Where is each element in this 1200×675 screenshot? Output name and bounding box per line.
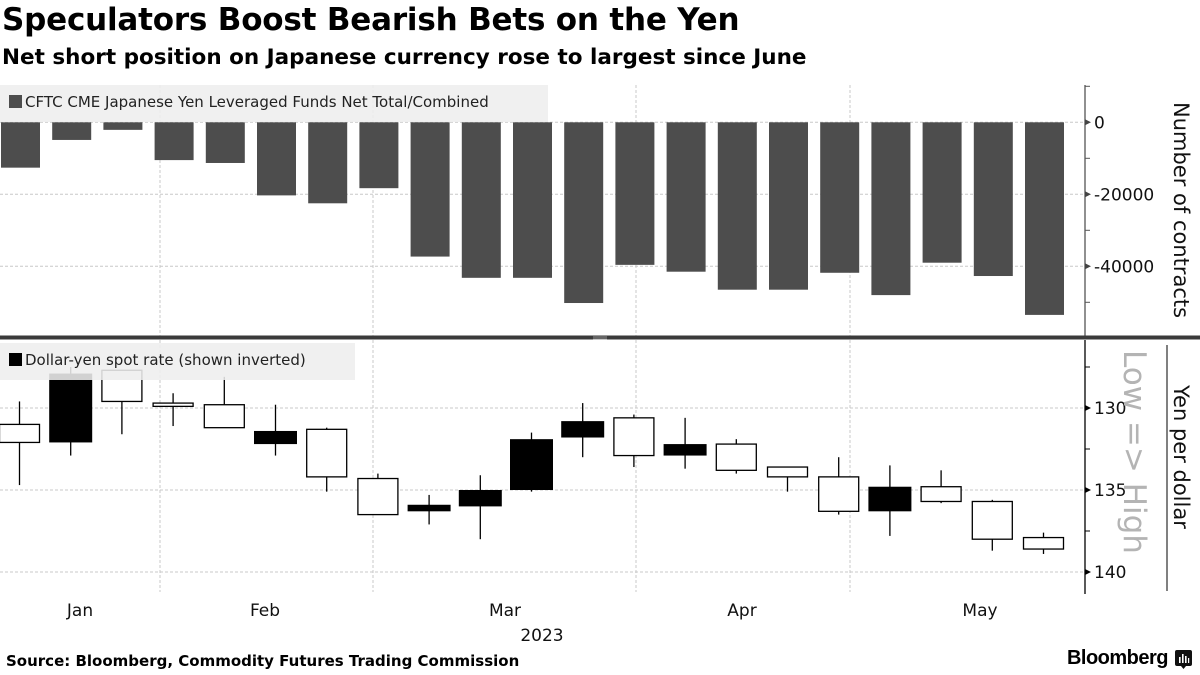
bar xyxy=(308,122,348,204)
bar xyxy=(359,122,399,189)
bar xyxy=(871,122,911,296)
x-axis-month-label: Mar xyxy=(489,601,521,621)
bar-legend-swatch xyxy=(9,95,22,108)
candle xyxy=(818,457,860,515)
x-axis-month-label: Jan xyxy=(66,601,93,621)
bar xyxy=(461,122,501,278)
bloomberg-logo: Bloomberg xyxy=(1066,647,1169,669)
candle-y-tick-label: 140 xyxy=(1094,563,1126,583)
bar xyxy=(103,122,143,130)
candle xyxy=(766,466,809,492)
candle xyxy=(203,376,245,429)
bar-legend: CFTC CME Japanese Yen Leveraged Funds Ne… xyxy=(0,85,548,122)
candle xyxy=(663,417,707,469)
bar xyxy=(154,122,194,161)
inverted-axis-annotation: Low => High xyxy=(1116,350,1152,554)
bar xyxy=(564,122,604,304)
bar xyxy=(615,122,655,265)
candle-legend-swatch xyxy=(9,353,22,366)
bar-legend-label: CFTC CME Japanese Yen Leveraged Funds Ne… xyxy=(25,93,489,111)
candle-y-tick-label: 130 xyxy=(1094,399,1126,419)
candle xyxy=(920,470,962,504)
bloomberg-terminal-icon xyxy=(1175,650,1192,669)
candle xyxy=(49,367,93,456)
bar xyxy=(52,122,92,140)
x-axis-month-label: Feb xyxy=(250,601,280,621)
candle xyxy=(613,414,655,468)
bar xyxy=(769,122,808,290)
axes: 0 -20000 -40000 130 135 140 Jan Feb Mar Apr May xyxy=(0,85,1200,621)
x-axis-year-label: 2023 xyxy=(520,626,563,646)
bar xyxy=(257,122,296,196)
candle-legend: Dollar-yen spot rate (shown inverted) xyxy=(0,343,355,380)
bar xyxy=(717,122,757,290)
bar-y-tick-label: -20000 xyxy=(1094,185,1154,205)
candle-axis-label: Yen per dollar xyxy=(1169,384,1193,529)
candle xyxy=(407,494,451,525)
candle xyxy=(458,475,502,540)
bar xyxy=(513,122,552,278)
candle-y-tick-label: 135 xyxy=(1094,481,1126,501)
bar xyxy=(922,122,962,263)
source-note: Source: Bloomberg, Commodity Futures Tra… xyxy=(6,652,520,670)
candle xyxy=(357,473,399,516)
chart-title: Speculators Boost Bearish Bets on the Ye… xyxy=(2,2,740,38)
candle xyxy=(254,404,297,456)
bar xyxy=(820,122,860,273)
candle xyxy=(868,465,912,536)
candle xyxy=(510,432,553,492)
candle xyxy=(1022,532,1065,554)
bar xyxy=(410,122,450,257)
candle xyxy=(152,393,194,427)
bar-series xyxy=(1,122,1064,315)
candle xyxy=(0,401,41,486)
bar xyxy=(666,122,706,272)
candle xyxy=(306,427,348,492)
x-axis-month-label: Apr xyxy=(727,601,756,621)
bar xyxy=(973,122,1013,277)
x-axis-month-label: May xyxy=(962,601,997,621)
chart-subtitle: Net short position on Japanese currency … xyxy=(2,45,807,70)
bar xyxy=(205,122,245,163)
bar-axis-label: Number of contracts xyxy=(1169,102,1193,318)
bar xyxy=(1025,122,1064,315)
bar xyxy=(1,122,40,168)
bar-y-tick-label: 0 xyxy=(1094,113,1105,133)
candle xyxy=(971,499,1013,551)
candle xyxy=(715,439,757,474)
candle-series xyxy=(0,367,1065,554)
candle xyxy=(561,403,605,458)
candle-legend-label: Dollar-yen spot rate (shown inverted) xyxy=(25,351,306,369)
bar-y-tick-label: -40000 xyxy=(1094,257,1154,277)
